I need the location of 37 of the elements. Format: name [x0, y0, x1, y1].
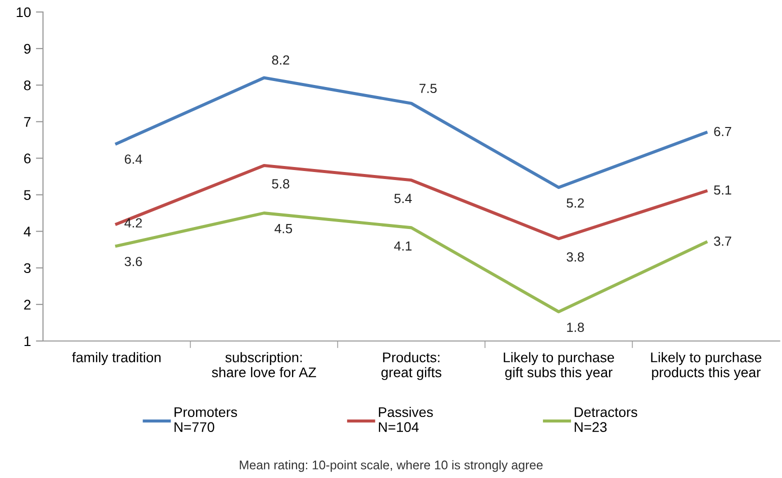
y-tick-label: 3: [24, 263, 31, 274]
x-tick-label: Products: great gifts: [381, 352, 442, 380]
data-label: 8.2: [272, 55, 290, 65]
x-tick-label: subscription: share love for AZ: [212, 352, 316, 378]
data-label: 5.8: [272, 179, 290, 189]
text: Mean rating: 10-point scale, where 10 is strongly agree: [240, 460, 543, 472]
y-tick-label: 10: [16, 7, 31, 18]
data-label: 4.1: [394, 241, 412, 251]
data-label: 5.4: [394, 194, 412, 204]
line-series: [115, 76, 708, 189]
data-label: 5.1: [714, 185, 732, 195]
y-tick-label: 6: [24, 154, 31, 164]
data-label: 4.5: [274, 224, 292, 234]
line-series: [115, 212, 708, 314]
y-tick-label: 7: [24, 117, 30, 127]
data-label: 7.5: [420, 84, 437, 94]
y-tick-label: 5: [24, 190, 31, 200]
data-label: 1.8: [567, 322, 584, 332]
data-label: 6.7: [714, 126, 732, 136]
data-label: 6.4: [124, 154, 142, 164]
line-series: [115, 164, 708, 240]
data-label: 3.7: [714, 236, 732, 246]
y-tick-label: 8: [24, 80, 31, 90]
x-tick-label: Likely to purchase products this year: [651, 352, 762, 380]
legend-label: Detractors N=23: [574, 407, 638, 432]
data-label: 5.2: [566, 198, 584, 208]
x-tick-label: Likely to purchase gift subs this year: [504, 352, 614, 380]
legend-label: Passives N=104: [378, 406, 433, 432]
legend-label: Promoters N=770: [174, 407, 238, 432]
y-tick-label: 9: [24, 44, 31, 54]
data-label: 3.8: [566, 252, 584, 262]
x-tick-label: family tradition: [72, 352, 161, 366]
data-label: 3.6: [124, 256, 142, 266]
y-tick-label: 1: [24, 336, 31, 346]
y-tick-label: 4: [24, 226, 31, 236]
y-tick-label: 2: [24, 300, 30, 310]
data-label: 4.2: [124, 218, 142, 228]
